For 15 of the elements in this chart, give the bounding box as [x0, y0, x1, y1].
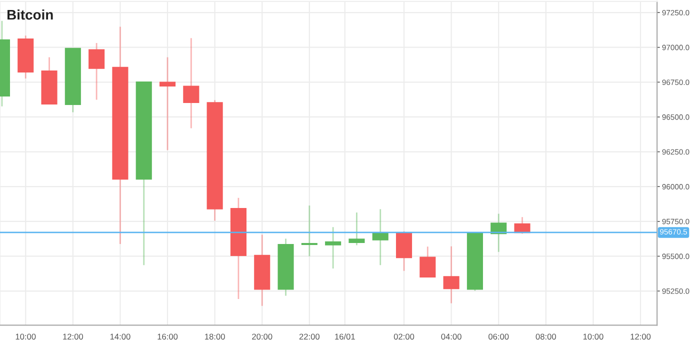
x-tick-label: 12:00	[630, 334, 651, 340]
x-tick-label: 12:00	[63, 334, 84, 340]
chart-title: Bitcoin	[8, 9, 53, 20]
x-tick-label: 16:00	[158, 334, 178, 340]
x-tick-label: 04:00	[441, 334, 462, 340]
x-tick-label: 10:00	[16, 334, 36, 340]
x-tick-label: 08:00	[536, 334, 556, 340]
x-tick-label: 16/01	[335, 333, 355, 340]
x-tick-label: 02:00	[394, 334, 414, 340]
x-tick-label: 22:00	[299, 334, 320, 340]
x-tick-label: 10:00	[583, 334, 604, 340]
x-tick-label: 06:00	[488, 334, 509, 340]
x-tick-label: 18:00	[205, 334, 225, 340]
x-tick-label: 20:00	[252, 334, 272, 340]
x-tick-label: 14:00	[110, 334, 130, 340]
